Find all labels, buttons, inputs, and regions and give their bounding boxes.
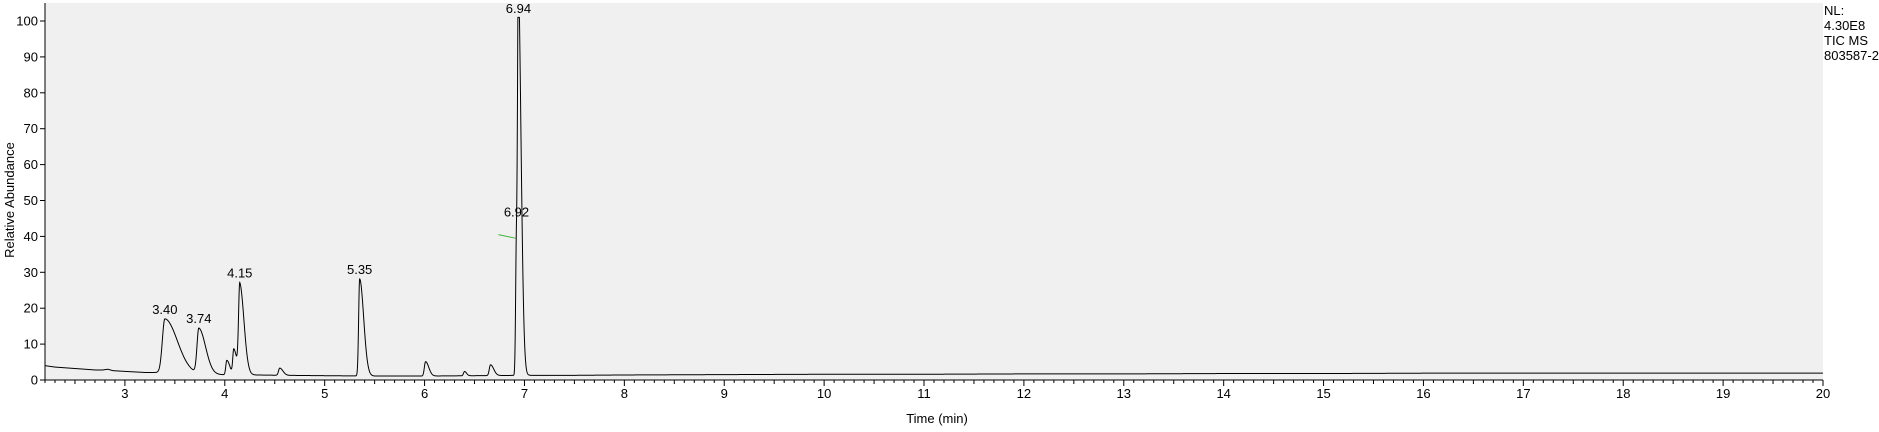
x-tick-label: 7 [521,386,528,401]
x-tick-label: 4 [221,386,228,401]
x-tick-label: 12 [1017,386,1031,401]
peak-label: 3.74 [186,311,211,326]
plot-layer [44,16,1823,377]
integration-baseline [498,234,516,239]
y-tick-label: 50 [24,193,38,208]
peak-label: 4.15 [227,265,252,280]
y-tick-label: 30 [24,265,38,280]
peak-label: 5.35 [347,262,372,277]
y-tick-label: 90 [24,49,38,64]
peak-label: 6.94 [506,1,531,16]
peak-label: 3.40 [152,302,177,317]
x-axis-title: Time (min) [906,411,968,426]
x-tick-label: 19 [1716,386,1730,401]
y-axis-title: Relative Abundance [2,142,17,258]
x-tick-label: 17 [1516,386,1530,401]
x-tick-label: 10 [817,386,831,401]
y-tick-label: 70 [24,121,38,136]
x-tick-label: 8 [621,386,628,401]
x-tick-label: 14 [1216,386,1230,401]
tic-trace [44,16,1823,377]
axis-layer: 0 10 20 30 40 50 60 70 80 90 100 3 4 5 6 7 8 9 10 11 12 13 14 1… [16,3,1830,401]
peak-label: 6.92 [504,205,529,220]
x-tick-label: 20 [1816,386,1830,401]
nl-label: NL: [1824,3,1845,18]
x-tick-label: 6 [421,386,428,401]
y-tick-label: 60 [24,157,38,172]
y-tick-label: 80 [24,85,38,100]
y-tick-label: 100 [16,14,38,29]
x-tick-label: 16 [1416,386,1430,401]
x-tick-label: 3 [121,386,128,401]
file-name: 803587-2 [1824,48,1879,63]
y-tick-label: 40 [24,229,38,244]
y-tick-label: 20 [24,301,38,316]
nl-value: 4.30E8 [1824,18,1866,33]
x-tick-label: 5 [321,386,328,401]
label-layer: 3.40 3.74 4.15 5.35 6.92 6.94 [152,1,531,326]
x-tick-label: 18 [1616,386,1630,401]
trace-type: TIC MS [1824,33,1869,48]
x-tick-label: 11 [917,386,931,401]
y-tick-label: 10 [24,337,38,352]
x-tick-label: 13 [1117,386,1131,401]
x-tick-label: 9 [721,386,728,401]
y-tick-label: 0 [31,373,38,388]
x-tick-label: 15 [1316,386,1330,401]
scan-info-panel: NL: 4.30E8 TIC MS 803587-2 [1824,3,1879,63]
plot-area [45,3,1823,380]
